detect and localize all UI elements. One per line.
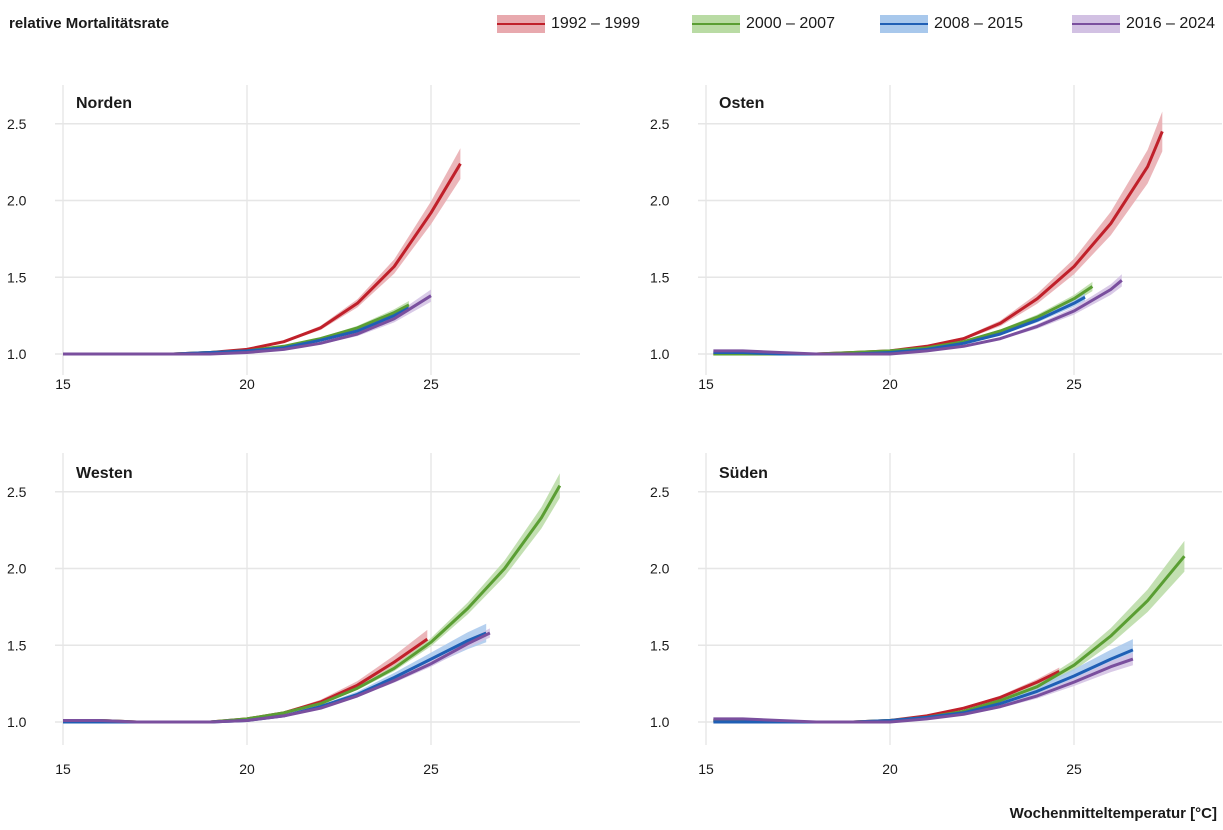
y-tick-label: 1.5 xyxy=(650,637,670,653)
legend-swatch xyxy=(692,15,740,33)
x-tick-label: 25 xyxy=(1066,376,1082,392)
series-line xyxy=(63,162,462,356)
x-tick-label: 25 xyxy=(423,376,439,392)
x-tick-label: 15 xyxy=(698,376,714,392)
panel-norden: 1.0 1.5 2.0 2.5 15 20 25 Norden xyxy=(7,85,580,392)
series-line xyxy=(713,130,1164,356)
x-tick-label: 15 xyxy=(55,761,71,777)
legend-item: 2016 – 2024 xyxy=(1072,10,1215,38)
x-axis-title: Wochenmitteltemperatur [°C] xyxy=(1009,805,1217,822)
panel-title: Osten xyxy=(719,95,764,112)
legend-label: 1992 – 1999 xyxy=(551,15,640,32)
confidence-band xyxy=(713,111,1163,355)
series-line xyxy=(713,657,1134,724)
y-tick-label: 1.5 xyxy=(650,269,670,285)
legend-swatch xyxy=(497,15,545,33)
legend-label: 2000 – 2007 xyxy=(746,15,835,32)
legend: 1992 – 1999 2000 – 2007 2008 – 2015 2016 – … xyxy=(0,10,1223,38)
confidence-band xyxy=(63,148,461,355)
legend-swatch xyxy=(880,15,928,33)
legend-swatch xyxy=(1072,15,1120,33)
panel-title: Westen xyxy=(76,465,133,482)
y-axis-title: relative Mortalitätsrate xyxy=(9,15,170,32)
panel-title: Norden xyxy=(76,95,132,112)
x-tick-label: 25 xyxy=(1066,761,1082,777)
legend-label: 2016 – 2024 xyxy=(1126,15,1215,32)
legend-label: 2008 – 2015 xyxy=(934,15,1023,32)
legend-item: 2008 – 2015 xyxy=(880,10,1023,38)
y-tick-label: 2.0 xyxy=(650,193,670,209)
x-tick-label: 20 xyxy=(239,761,255,777)
y-tick-label: 2.5 xyxy=(7,116,27,132)
panel-süden: 1.0 1.5 2.0 2.5 15 20 25 Süden xyxy=(650,453,1222,777)
y-tick-label: 2.5 xyxy=(7,484,27,500)
y-tick-label: 1.0 xyxy=(7,346,27,362)
y-tick-label: 1.5 xyxy=(7,269,27,285)
y-tick-label: 2.0 xyxy=(650,561,670,577)
series-line xyxy=(713,279,1123,356)
y-tick-label: 2.5 xyxy=(650,484,670,500)
x-tick-label: 25 xyxy=(423,761,439,777)
series-line xyxy=(63,306,410,356)
x-tick-label: 15 xyxy=(698,761,714,777)
y-tick-label: 2.5 xyxy=(650,116,670,132)
panel-osten: 1.0 1.5 2.0 2.5 15 20 25 Osten xyxy=(650,85,1222,392)
y-tick-label: 1.0 xyxy=(650,346,670,362)
y-tick-label: 2.0 xyxy=(7,193,27,209)
x-tick-label: 15 xyxy=(55,376,71,392)
panel-title: Süden xyxy=(719,465,768,482)
series-line xyxy=(63,303,410,356)
series-line xyxy=(63,484,562,724)
y-tick-label: 1.5 xyxy=(7,637,27,653)
y-tick-label: 1.0 xyxy=(650,714,670,730)
x-tick-label: 20 xyxy=(882,376,898,392)
legend-item: 1992 – 1999 xyxy=(497,10,640,38)
confidence-band xyxy=(713,274,1122,355)
y-tick-label: 1.0 xyxy=(7,714,27,730)
x-tick-label: 20 xyxy=(239,376,255,392)
y-tick-label: 2.0 xyxy=(7,561,27,577)
legend-item: 2000 – 2007 xyxy=(692,10,835,38)
series-line xyxy=(63,294,432,356)
panel-westen: 1.0 1.5 2.0 2.5 15 20 25 Westen xyxy=(7,453,580,777)
series-line xyxy=(63,631,491,724)
confidence-band xyxy=(63,473,560,723)
x-tick-label: 20 xyxy=(882,761,898,777)
